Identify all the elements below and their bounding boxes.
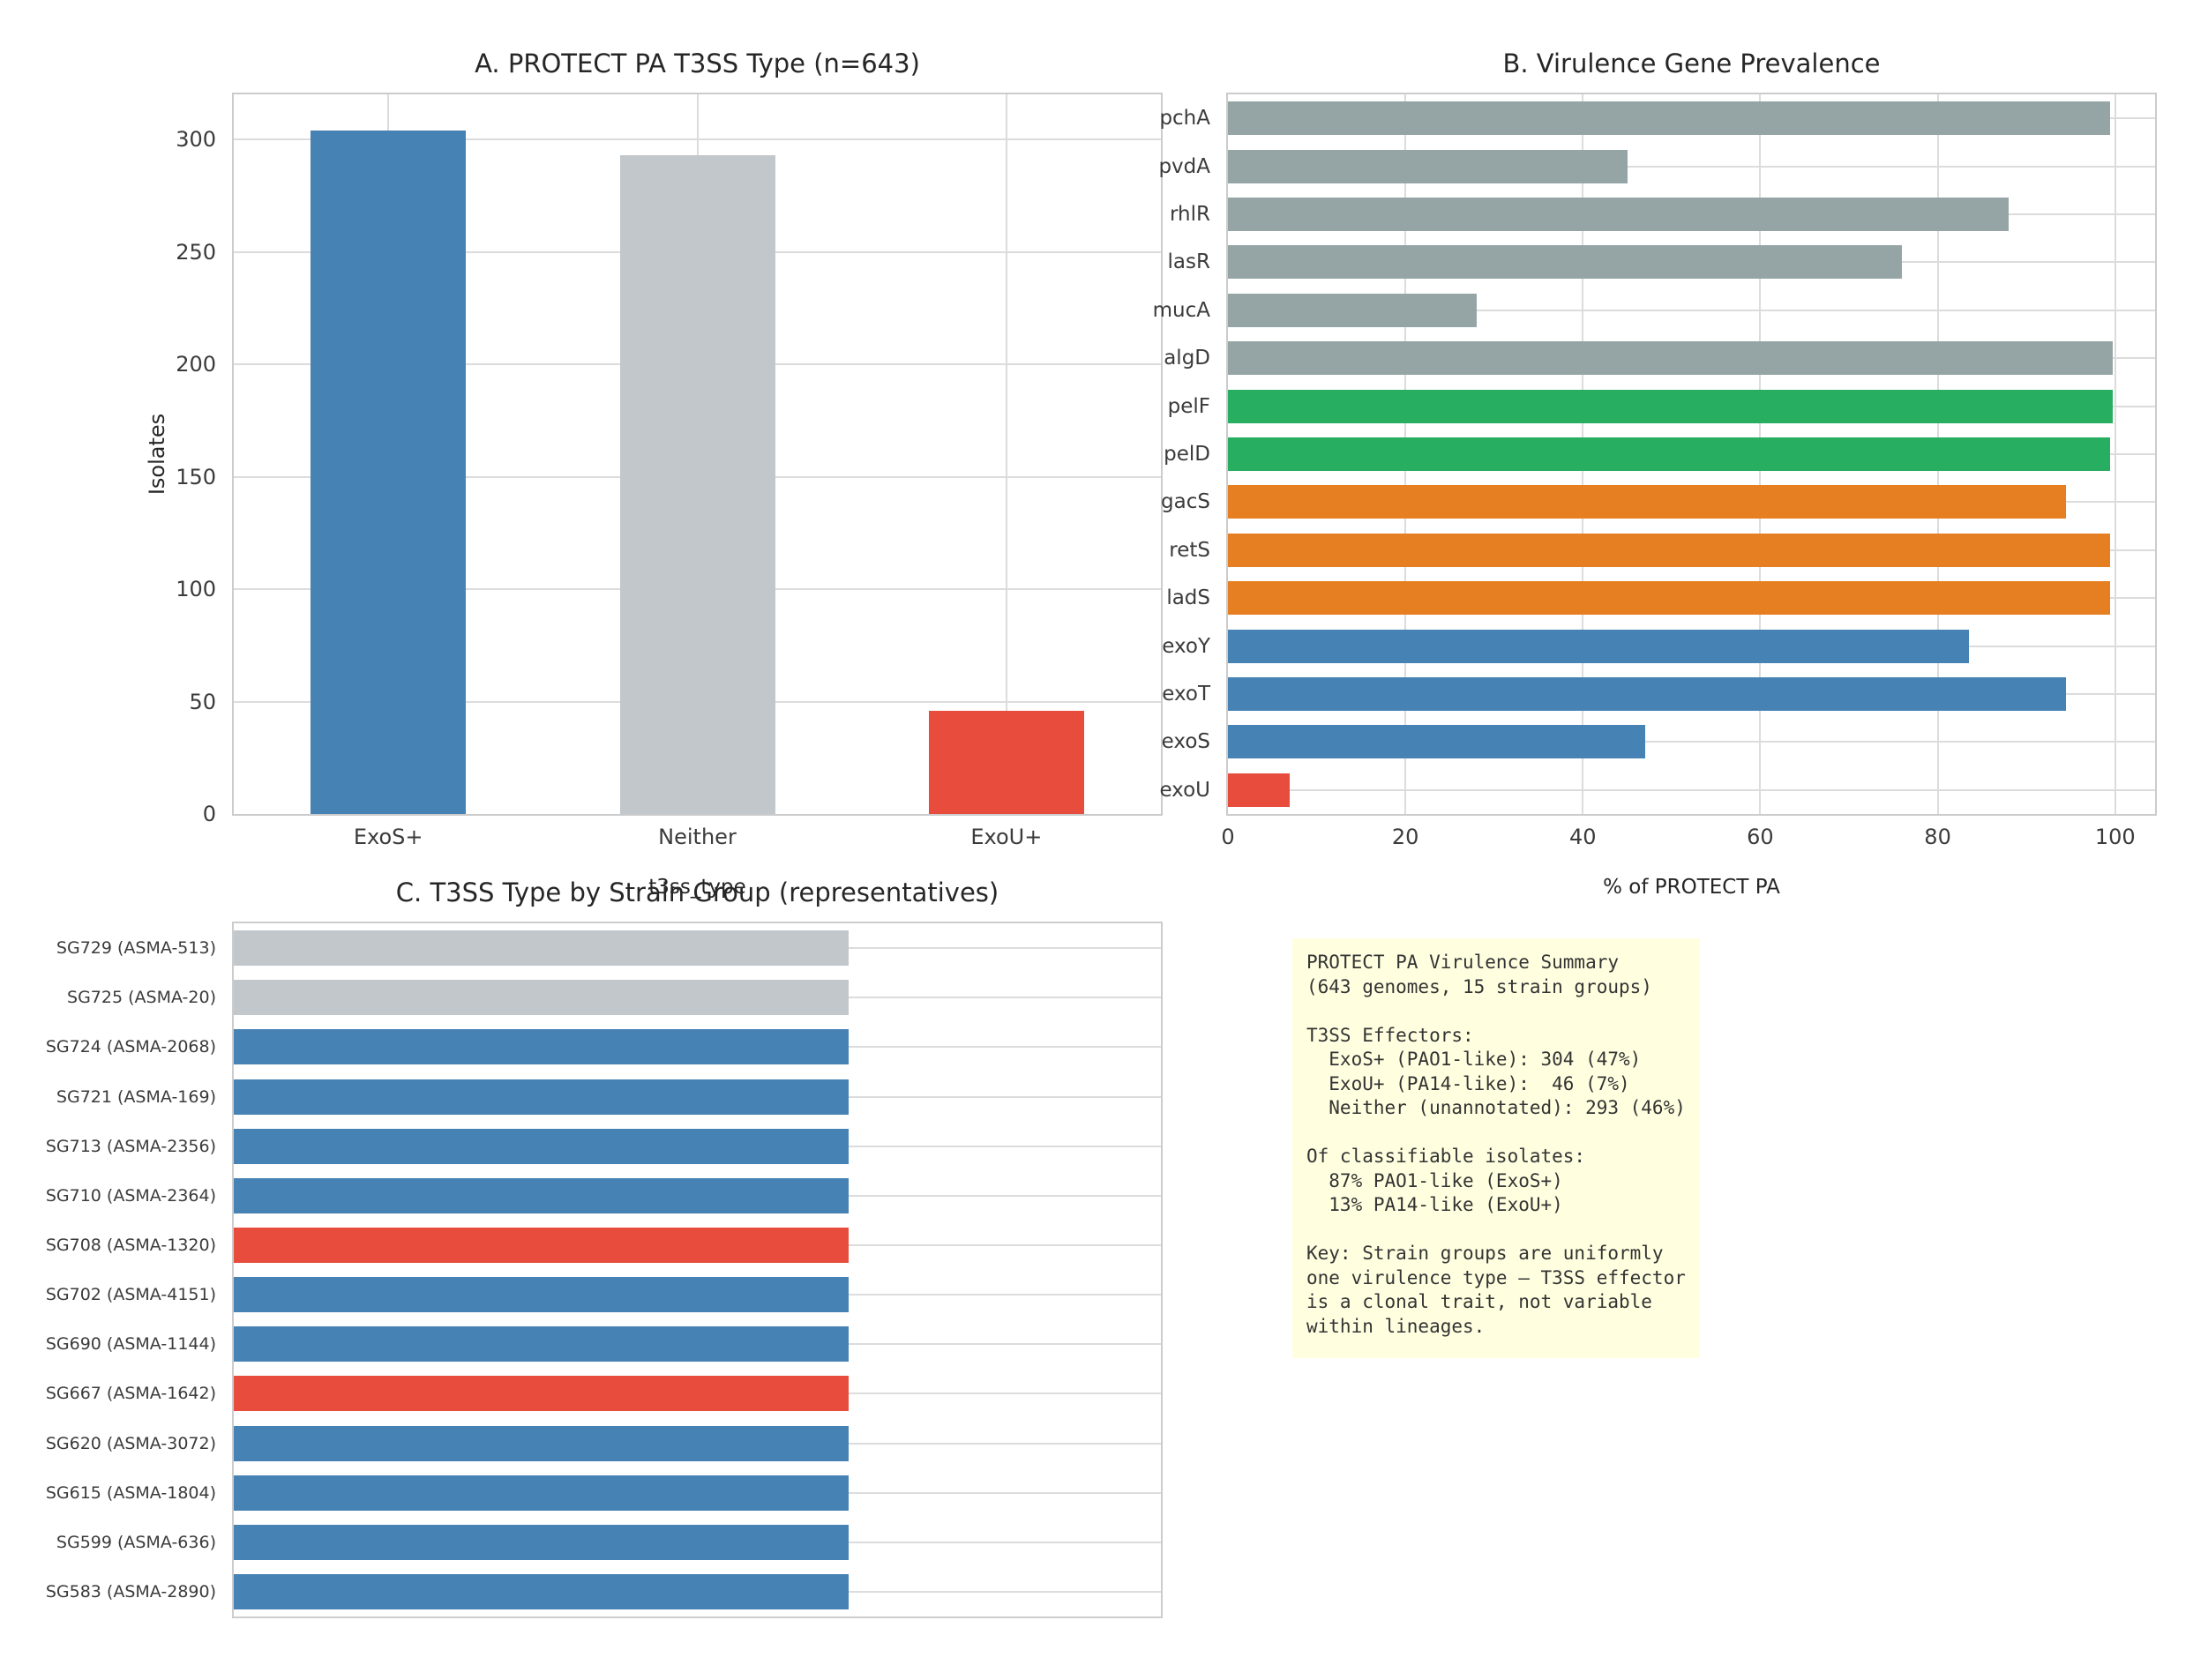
category-label-SG599 (ASMA-636): SG599 (ASMA-636)	[56, 1532, 216, 1552]
bar-SG702 (ASMA-4151)	[234, 1277, 849, 1313]
bar-SG710 (ASMA-2364)	[234, 1177, 849, 1213]
category-label-SG725 (ASMA-20): SG725 (ASMA-20)	[67, 988, 216, 1008]
category-label-SG690 (ASMA-1144): SG690 (ASMA-1144)	[45, 1334, 216, 1355]
gridline-y-exoU	[1228, 788, 2155, 791]
ytick-label-100: 100	[176, 577, 216, 601]
bar-SG725 (ASMA-20)	[234, 980, 849, 1016]
bar-SG615 (ASMA-1804)	[234, 1475, 849, 1511]
bar-pelD	[1228, 437, 2110, 471]
category-label-SG713 (ASMA-2356): SG713 (ASMA-2356)	[45, 1136, 216, 1156]
panel-a-xlabel: t3ss_type	[648, 876, 746, 899]
category-label-algD: algD	[1164, 347, 1210, 370]
panel-b-xlabel: % of PROTECT PA	[1603, 876, 1780, 899]
bar-pvdA	[1228, 149, 1628, 183]
category-label-SG583 (ASMA-2890): SG583 (ASMA-2890)	[45, 1581, 216, 1602]
bar-SG583 (ASMA-2890)	[234, 1573, 849, 1609]
summary-note: PROTECT PA Virulence Summary (643 genome…	[1292, 938, 1700, 1358]
gridline-y-pvdA	[1228, 165, 2155, 168]
xtick-label-ExoU+: ExoU+	[970, 825, 1043, 849]
bar-exoY	[1228, 629, 1969, 663]
category-label-pvdA: pvdA	[1158, 154, 1210, 178]
panel-b-title: B. Virulence Gene Prevalence	[1502, 49, 1881, 78]
category-label-SG667 (ASMA-1642): SG667 (ASMA-1642)	[45, 1384, 216, 1404]
bar-exoS	[1228, 725, 1645, 759]
gridline-y-mucA	[1228, 309, 2155, 311]
panel-c-plot: SG729 (ASMA-513) SG725 (ASMA-20) SG724 (AS…	[46, 922, 1163, 1618]
bar-exoU	[1228, 773, 1291, 807]
bar-Neither	[619, 154, 775, 814]
gridline-y-exoS	[1228, 741, 2155, 743]
xtick-label-Neither: Neither	[658, 825, 737, 849]
ytick-label-300: 300	[176, 127, 216, 152]
category-label-exoY: exoY	[1162, 634, 1210, 658]
category-label-SG729 (ASMA-513): SG729 (ASMA-513)	[56, 938, 216, 959]
ytick-label-200: 200	[176, 352, 216, 377]
category-label-SG620 (ASMA-3072): SG620 (ASMA-3072)	[45, 1433, 216, 1453]
bar-SG708 (ASMA-1320)	[234, 1227, 849, 1263]
category-label-SG708 (ASMA-1320): SG708 (ASMA-1320)	[45, 1235, 216, 1255]
bar-ladS	[1228, 581, 2110, 616]
xtick-label-80: 80	[1924, 825, 1951, 849]
gridline-x-2	[1005, 94, 1007, 814]
category-label-SG710 (ASMA-2364): SG710 (ASMA-2364)	[45, 1185, 216, 1206]
bar-algD	[1228, 341, 2113, 376]
bar-rhlR	[1228, 198, 2010, 231]
category-label-exoU: exoU	[1159, 778, 1210, 802]
category-label-lasR: lasR	[1167, 250, 1210, 274]
bar-pelF	[1228, 389, 2113, 423]
category-label-SG615 (ASMA-1804): SG615 (ASMA-1804)	[45, 1482, 216, 1503]
bar-SG620 (ASMA-3072)	[234, 1425, 849, 1461]
bar-ExoU+	[928, 710, 1084, 814]
category-label-exoT: exoT	[1162, 683, 1210, 706]
category-label-rhlR: rhlR	[1170, 203, 1210, 226]
xtick-label-ExoS+: ExoS+	[353, 825, 423, 849]
category-label-mucA: mucA	[1152, 298, 1210, 322]
category-label-pelD: pelD	[1164, 443, 1210, 466]
category-label-pchA: pchA	[1159, 107, 1210, 131]
xtick-label-60: 60	[1747, 825, 1774, 849]
ytick-label-250: 250	[176, 239, 216, 265]
bar-gacS	[1228, 485, 2067, 519]
bar-SG724 (ASMA-2068)	[234, 1029, 849, 1065]
xtick-label-40: 40	[1569, 825, 1597, 849]
bar-pchA	[1228, 101, 2110, 136]
bar-SG599 (ASMA-636)	[234, 1524, 849, 1560]
bar-ExoS+	[311, 130, 467, 814]
panel-c-title: C. T3SS Type by Strain Group (representa…	[395, 877, 999, 907]
category-label-SG724 (ASMA-2068): SG724 (ASMA-2068)	[45, 1037, 216, 1057]
category-label-SG721 (ASMA-169): SG721 (ASMA-169)	[56, 1086, 216, 1107]
category-label-gacS: gacS	[1161, 490, 1210, 514]
ytick-label-150: 150	[176, 464, 216, 489]
panel-b-plot: 0 20 40 60 80 100 pchA pvdA rhlR lasR mucA algD pelF…	[1153, 93, 2157, 849]
category-label-pelF: pelF	[1167, 394, 1210, 418]
bar-lasR	[1228, 245, 1903, 280]
bar-SG729 (ASMA-513)	[234, 930, 849, 967]
bar-mucA	[1228, 293, 1477, 327]
category-label-exoS: exoS	[1161, 730, 1210, 754]
bar-SG713 (ASMA-2356)	[234, 1128, 849, 1164]
bar-SG667 (ASMA-1642)	[234, 1376, 849, 1412]
category-label-SG702 (ASMA-4151): SG702 (ASMA-4151)	[45, 1285, 216, 1305]
category-label-retS: retS	[1169, 538, 1210, 562]
bar-SG690 (ASMA-1144)	[234, 1326, 849, 1363]
ytick-label-0: 0	[202, 802, 216, 826]
panel-a-ylabel: Isolates	[145, 413, 169, 496]
bar-exoT	[1228, 677, 2067, 711]
bar-SG721 (ASMA-169)	[234, 1079, 849, 1115]
panel-a-title: A. PROTECT PA T3SS Type (n=643)	[475, 49, 920, 78]
panel-a-plot: 0 50 100 150 200 250 300 ExoS+ Neither ExoU+	[176, 93, 1163, 849]
xtick-label-100: 100	[2094, 825, 2136, 849]
xtick-label-0: 0	[1221, 825, 1235, 849]
category-label-ladS: ladS	[1166, 586, 1210, 610]
ytick-label-50: 50	[189, 689, 216, 714]
bar-retS	[1228, 533, 2110, 567]
xtick-label-20: 20	[1391, 825, 1419, 849]
